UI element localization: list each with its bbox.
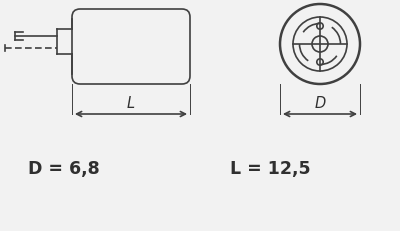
Text: L = 12,5: L = 12,5 — [230, 159, 311, 177]
Text: D: D — [314, 96, 326, 110]
Text: D = 6,8: D = 6,8 — [28, 159, 100, 177]
Text: L: L — [127, 96, 135, 110]
